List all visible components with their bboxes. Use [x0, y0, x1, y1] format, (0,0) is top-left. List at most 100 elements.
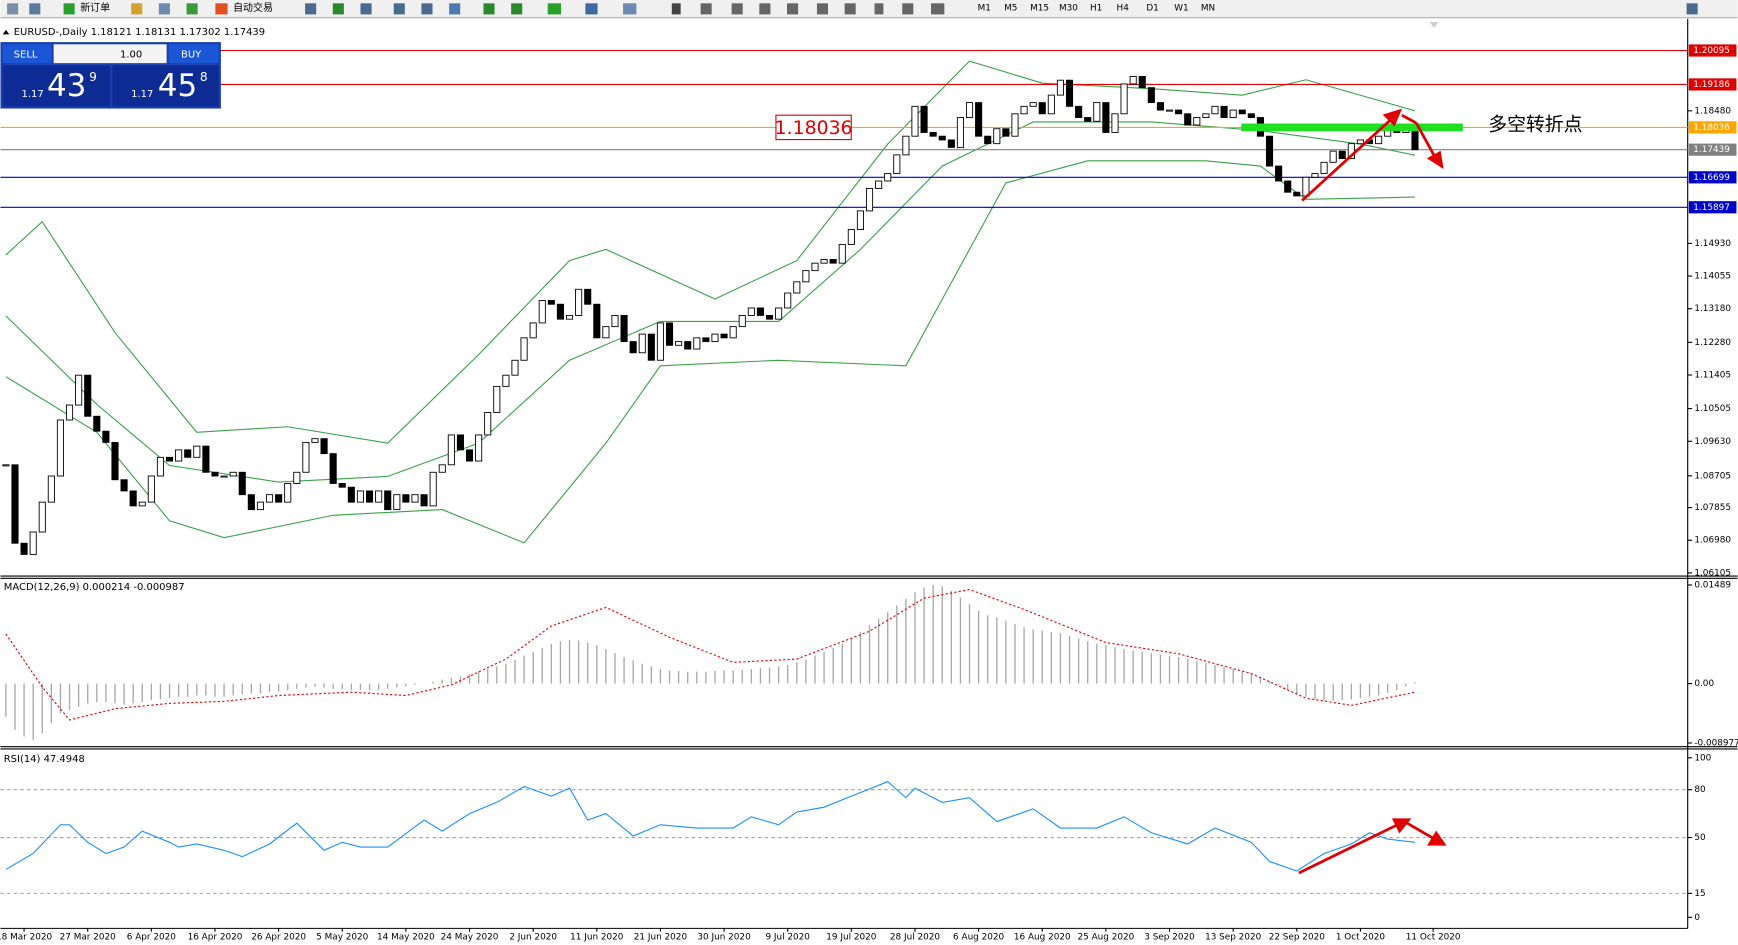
- timeframe-button[interactable]: D1: [1146, 3, 1158, 13]
- tool-icon[interactable]: [305, 3, 317, 15]
- y-tick-label: 1.06980: [1694, 536, 1731, 546]
- y-tick-label: 80: [1694, 785, 1706, 795]
- zoom-icon[interactable]: [421, 3, 433, 15]
- cursor-icon[interactable]: [671, 3, 681, 15]
- tool-icon[interactable]: [449, 3, 461, 15]
- x-tick-label: 30 Jun 2020: [697, 933, 751, 943]
- tool-icon[interactable]: [902, 3, 914, 15]
- candle: [702, 337, 710, 343]
- tool-icon[interactable]: [7, 3, 19, 15]
- zoom-icon[interactable]: [393, 3, 405, 15]
- tool-icon[interactable]: [700, 3, 712, 15]
- timeframe-button[interactable]: M30: [1059, 3, 1078, 13]
- candle: [665, 322, 674, 346]
- candle: [1075, 105, 1083, 118]
- tool-icon[interactable]: [931, 3, 945, 15]
- timeframe-button[interactable]: H4: [1117, 3, 1130, 13]
- candle: [93, 415, 101, 432]
- y-tick-label: 50: [1694, 833, 1706, 843]
- collapse-icon[interactable]: [2, 29, 10, 35]
- candle: [1302, 176, 1310, 197]
- tool-icon[interactable]: [874, 3, 884, 15]
- ask-box[interactable]: [112, 65, 219, 107]
- candle: [102, 430, 110, 443]
- candle: [711, 333, 719, 343]
- candle: [675, 341, 683, 346]
- sell-button[interactable]: [2, 44, 52, 64]
- ask-fraction: 8: [200, 70, 208, 84]
- candle: [1284, 180, 1292, 193]
- candle: [1338, 150, 1346, 160]
- tool-icon[interactable]: [131, 3, 143, 15]
- candle: [602, 326, 610, 339]
- tool-icon[interactable]: [731, 3, 743, 15]
- candle: [793, 281, 801, 294]
- buy-button[interactable]: [168, 44, 219, 64]
- candle: [84, 374, 92, 417]
- bollinger-band: [5, 121, 1416, 483]
- y-tick-label: 1.11405: [1694, 370, 1731, 380]
- indicator-icon[interactable]: [547, 3, 562, 15]
- tool-icon[interactable]: [332, 3, 344, 15]
- timeframe-button[interactable]: M5: [1004, 3, 1017, 13]
- tool-icon[interactable]: [29, 3, 41, 15]
- x-tick-label: 18 Mar 2020: [0, 933, 53, 943]
- sell-label[interactable]: SELL: [14, 49, 38, 60]
- candle: [484, 412, 492, 436]
- candle: [1229, 109, 1237, 118]
- tool-icon[interactable]: [844, 3, 856, 15]
- candle: [1011, 113, 1019, 137]
- bid-box[interactable]: [2, 65, 111, 107]
- lot-value[interactable]: 1.00: [120, 49, 142, 60]
- arrow: [1298, 822, 1400, 875]
- x-tick-label: 9 Jul 2020: [765, 933, 810, 943]
- auto-trading-icon[interactable]: [215, 3, 228, 15]
- candle: [729, 326, 737, 339]
- new-order-button[interactable]: 新订单: [80, 1, 110, 14]
- tool-icon[interactable]: [158, 3, 170, 15]
- candle: [229, 471, 237, 477]
- tool-icon[interactable]: [360, 3, 372, 15]
- tool-icon[interactable]: [787, 3, 799, 15]
- trade-panel: SELL 1.00 BUY 1.17 43 9 1.17 45 8: [0, 42, 221, 109]
- candle: [965, 102, 974, 118]
- candle: [329, 453, 337, 484]
- x-tick-label: 5 May 2020: [316, 933, 368, 943]
- lot-field[interactable]: [53, 44, 167, 64]
- candle: [1156, 102, 1164, 111]
- auto-trading-button[interactable]: 自动交易: [233, 1, 273, 14]
- candle: [1138, 76, 1146, 89]
- tool-icon[interactable]: [511, 3, 523, 15]
- candle: [138, 501, 146, 507]
- candle: [938, 135, 946, 141]
- candle: [975, 102, 983, 137]
- timeframe-button[interactable]: M1: [978, 3, 991, 13]
- candle: [465, 449, 474, 462]
- candle: [1020, 105, 1028, 115]
- tool-icon[interactable]: [186, 3, 198, 15]
- template-icon[interactable]: [623, 3, 637, 15]
- tool-icon[interactable]: [759, 3, 771, 15]
- new-order-icon[interactable]: [63, 3, 75, 15]
- timeframe-button[interactable]: W1: [1174, 3, 1188, 13]
- x-tick-label: 24 May 2020: [441, 933, 499, 943]
- candle: [802, 270, 810, 283]
- timeframe-button[interactable]: M15: [1030, 3, 1049, 13]
- timeframe-button[interactable]: MN: [1201, 3, 1215, 13]
- candle: [1120, 83, 1128, 115]
- candle: [247, 494, 255, 511]
- buy-label[interactable]: BUY: [181, 49, 202, 60]
- level-label-bg: [1688, 171, 1737, 184]
- tool-icon[interactable]: [816, 3, 829, 15]
- candle: [1265, 135, 1274, 167]
- y-tick-label: 1.06105: [1694, 568, 1731, 578]
- period-icon[interactable]: [585, 3, 598, 15]
- candle: [1102, 102, 1110, 133]
- timeframe-button[interactable]: H1: [1090, 3, 1102, 13]
- candle: [493, 385, 501, 413]
- tool-icon[interactable]: [483, 3, 495, 15]
- y-tick-label: 1.10505: [1694, 404, 1731, 414]
- candle: [1329, 150, 1337, 163]
- x-tick-label: 21 Jun 2020: [634, 933, 688, 943]
- tool-icon[interactable]: [1686, 3, 1698, 15]
